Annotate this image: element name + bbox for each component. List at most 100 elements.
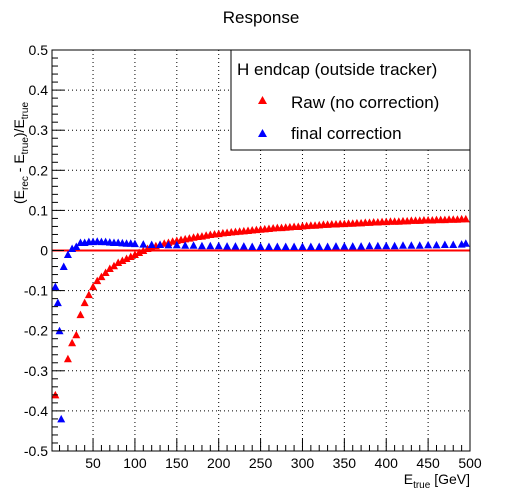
x-tick-label: 150 [165, 455, 189, 471]
data-point [84, 290, 93, 299]
data-point [72, 242, 81, 250]
data-point [63, 250, 72, 259]
data-point [72, 330, 81, 339]
data-point [273, 242, 282, 250]
data-point [197, 241, 206, 250]
x-tick-label: 250 [249, 455, 273, 471]
axis-ticks: 50 100 150 200 250 300 350 400 450 500 -0.5 -0.4 -0.… [24, 42, 482, 471]
data-point [189, 241, 198, 249]
data-point [114, 258, 123, 267]
y-tick-label: -0.1 [24, 283, 48, 299]
data-point [147, 240, 156, 248]
data-point [382, 241, 391, 250]
data-point [365, 241, 374, 250]
data-point [290, 242, 299, 250]
data-point [118, 256, 127, 265]
data-point [101, 268, 110, 277]
svg-text:(Erec - Etrue)/Etrue: (Erec - Etrue)/Etrue [11, 102, 31, 204]
data-point [223, 242, 232, 250]
data-point [256, 242, 265, 250]
data-point [135, 248, 144, 257]
data-point [449, 240, 458, 248]
data-point [130, 239, 139, 248]
data-point [156, 240, 165, 248]
y-tick-label: 0.2 [29, 162, 49, 178]
data-point [323, 242, 332, 250]
data-point [373, 241, 382, 250]
y-tick-label: 0.3 [29, 122, 49, 138]
x-tick-label: 350 [333, 455, 357, 471]
x-tick-label: 100 [123, 455, 147, 471]
legend-label-raw: Raw (no correction) [291, 93, 439, 112]
legend-title: H endcap (outside tracker) [237, 60, 437, 79]
chart-title: Response [223, 8, 300, 27]
data-point [93, 276, 102, 285]
data-point [172, 240, 181, 249]
data-point [214, 241, 223, 250]
svg-text:Etrue [GeV]: Etrue [GeV] [404, 471, 470, 491]
data-point [461, 214, 470, 223]
y-tick-label: 0.5 [29, 42, 49, 58]
data-point [80, 298, 89, 307]
legend-box [230, 49, 471, 151]
data-point [59, 262, 68, 271]
series-0 [51, 214, 470, 399]
data-point [139, 240, 148, 248]
data-point [281, 242, 290, 250]
data-point [109, 261, 118, 270]
data-point [315, 242, 324, 250]
data-point [164, 240, 173, 249]
data-point [415, 241, 424, 249]
y-tick-label: -0.2 [24, 323, 48, 339]
data-point [105, 264, 114, 273]
data-point [357, 242, 366, 250]
data-point [53, 298, 62, 307]
data-point [63, 354, 72, 363]
data-point [424, 240, 433, 249]
data-point [68, 338, 77, 347]
data-point [440, 240, 449, 248]
data-point [181, 241, 190, 249]
y-tick-label: -0.4 [24, 403, 48, 419]
data-point [57, 414, 66, 423]
data-point [398, 241, 407, 249]
y-tick-label: 0.4 [29, 82, 49, 98]
data-point [264, 242, 273, 250]
data-point [340, 242, 349, 250]
x-tick-label: 50 [85, 455, 101, 471]
y-tick-label: -0.3 [24, 363, 48, 379]
x-tick-label: 400 [375, 455, 399, 471]
data-point [97, 272, 106, 281]
data-point [407, 241, 416, 249]
y-tick-label: 0 [40, 243, 48, 259]
y-axis-label: (Erec - Etrue)/Etrue [11, 102, 31, 204]
data-point [461, 239, 470, 247]
x-tick-label: 200 [207, 455, 231, 471]
legend-marker-final [258, 129, 267, 137]
data-point [68, 244, 77, 252]
legend-marker-raw [258, 96, 267, 104]
data-point [130, 250, 139, 259]
data-point [231, 242, 240, 250]
data-point [139, 246, 148, 254]
series-1 [51, 237, 470, 423]
x-tick-label: 450 [416, 455, 440, 471]
y-tick-label: -0.5 [24, 443, 48, 459]
data-point [206, 241, 215, 250]
data-point [298, 242, 307, 250]
data-point [331, 242, 340, 250]
data-point [239, 242, 248, 250]
y-tick-label: 0.1 [29, 202, 49, 218]
x-tick-label: 500 [458, 455, 482, 471]
data-point [248, 242, 257, 250]
data-point [76, 310, 85, 319]
data-point [122, 254, 131, 263]
data-point [306, 242, 315, 250]
data-point [89, 282, 98, 291]
data-point [126, 252, 135, 261]
data-points [51, 214, 470, 423]
data-point [348, 242, 357, 250]
legend: H endcap (outside tracker) Raw (no corre… [230, 49, 471, 151]
data-point [432, 240, 441, 249]
